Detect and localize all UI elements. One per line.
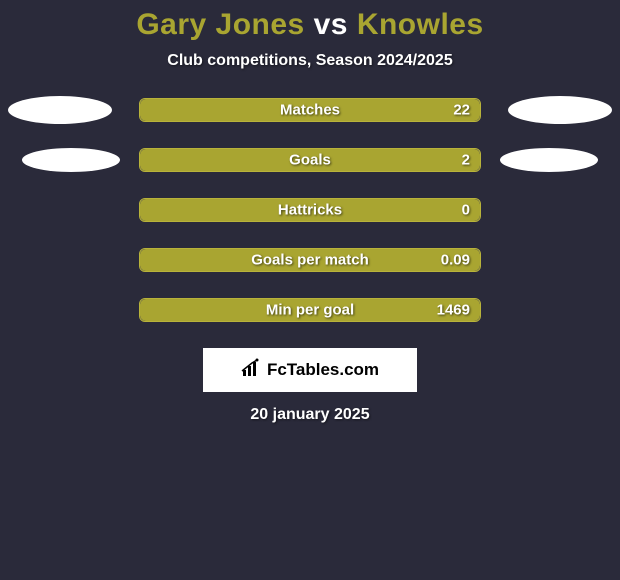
stat-row: Goals per match 0.09 [0, 248, 620, 272]
stat-row: Min per goal 1469 [0, 298, 620, 322]
player2-name: Knowles [357, 8, 484, 41]
player1-avatar [22, 148, 120, 172]
stats-comparison-card: Gary Jones vs Knowles Club competitions,… [0, 0, 620, 424]
stat-bar: Goals per match 0.09 [139, 248, 481, 272]
stat-row: Hattricks 0 [0, 198, 620, 222]
stat-label: Hattricks [278, 202, 342, 219]
stat-bar: Matches 22 [139, 98, 481, 122]
stat-bar: Hattricks 0 [139, 198, 481, 222]
subtitle: Club competitions, Season 2024/2025 [0, 52, 620, 70]
stats-rows: Matches 22 Goals 2 Hattricks 0 Goals per match… [0, 98, 620, 322]
stat-value: 2 [462, 152, 470, 169]
stat-value: 0.09 [441, 252, 470, 269]
logo-text: FcTables.com [267, 360, 379, 380]
stat-value: 0 [462, 202, 470, 219]
player2-avatar [500, 148, 598, 172]
stat-label: Goals [289, 152, 331, 169]
stat-bar: Goals 2 [139, 148, 481, 172]
player2-avatar [508, 96, 612, 124]
stat-label: Goals per match [251, 252, 369, 269]
bar-chart-icon [241, 358, 263, 383]
stat-bar: Min per goal 1469 [139, 298, 481, 322]
page-title: Gary Jones vs Knowles [0, 8, 620, 42]
stat-value: 22 [453, 102, 470, 119]
stat-label: Min per goal [266, 302, 354, 319]
stat-value: 1469 [437, 302, 470, 319]
stat-row: Goals 2 [0, 148, 620, 172]
player1-avatar [8, 96, 112, 124]
stat-label: Matches [280, 102, 340, 119]
source-logo[interactable]: FcTables.com [203, 348, 417, 392]
vs-text: vs [314, 8, 348, 41]
stat-row: Matches 22 [0, 98, 620, 122]
player1-name: Gary Jones [136, 8, 304, 41]
date-label: 20 january 2025 [0, 406, 620, 424]
